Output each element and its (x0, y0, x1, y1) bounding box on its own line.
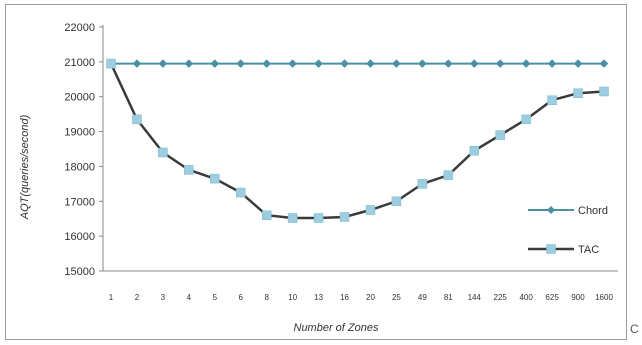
data-point (469, 59, 479, 68)
data-point (521, 114, 531, 125)
x-tick-label: 5 (213, 293, 218, 302)
x-axis: 1 2 3 4 5 6 8 10 13 16 20 25 49 81 144 225 400 625 900 1600 (103, 270, 618, 302)
data-point (210, 173, 220, 184)
data-point (391, 196, 402, 207)
data-point (547, 95, 557, 105)
x-tick-label: 225 (494, 293, 508, 302)
x-tick-label: 6 (239, 293, 244, 302)
series-line (109, 63, 605, 220)
data-point (313, 213, 324, 223)
x-tick-label: 1600 (595, 293, 613, 302)
data-point (443, 170, 454, 180)
legend: Chord TAC (528, 205, 608, 256)
data-point (106, 58, 116, 69)
data-point (599, 86, 609, 97)
x-axis-title: Number of Zones (294, 322, 379, 334)
x-tick-label: 625 (545, 293, 559, 302)
y-tick-label: 19000 (64, 127, 95, 139)
data-point (366, 59, 375, 68)
data-point (417, 179, 428, 189)
data-point (339, 212, 350, 222)
data-point (495, 130, 505, 140)
data-point (469, 145, 480, 156)
y-tick-label: 16000 (64, 231, 95, 243)
y-tick-label: 20000 (64, 92, 95, 104)
series-layer (106, 58, 609, 223)
data-point (599, 59, 609, 68)
data-point (132, 114, 142, 125)
y-tick-label: 22000 (64, 22, 95, 34)
y-tick-label: 18000 (64, 161, 95, 173)
legend-marker (547, 206, 555, 214)
data-point (235, 187, 246, 198)
x-tick-label: 25 (392, 293, 401, 302)
data-point (521, 59, 531, 68)
data-point (418, 59, 427, 68)
data-point (392, 59, 401, 68)
data-point (288, 59, 297, 68)
y-tick-label: 15000 (64, 266, 95, 278)
x-tick-label: 4 (187, 293, 192, 302)
data-point (158, 59, 168, 68)
data-point (261, 210, 272, 220)
x-tick-label: 2 (135, 293, 140, 302)
data-point (573, 59, 583, 68)
x-tick-label: 10 (288, 293, 297, 302)
x-tick-label: 13 (314, 293, 323, 302)
legend-marker (546, 244, 556, 254)
legend-label: TAC (578, 244, 599, 256)
x-tick-label: 1 (109, 293, 114, 302)
x-tick-label: 3 (161, 293, 166, 302)
data-point (340, 59, 349, 68)
data-point (314, 59, 323, 68)
data-point (495, 59, 505, 68)
line-chart: 15000 16000 17000 18000 19000 20000 21000 22000… (19, 22, 618, 334)
y-axis: 15000 16000 17000 18000 19000 20000 21000 22000 (64, 22, 104, 278)
x-tick-label: 49 (418, 293, 427, 302)
x-tick-label: 900 (571, 293, 585, 302)
data-point (262, 59, 272, 68)
chart-frame: 15000 16000 17000 18000 19000 20000 21000 22000… (5, 4, 627, 340)
data-point (573, 88, 583, 98)
data-point (184, 59, 194, 68)
series-tac (106, 58, 609, 223)
data-point (210, 59, 220, 68)
legend-label: Chord (578, 205, 608, 217)
data-point (184, 165, 194, 175)
x-tick-label: 8 (264, 293, 269, 302)
y-axis-title: AQT(queries/second) (19, 114, 31, 220)
data-point (547, 59, 557, 68)
data-point (132, 59, 142, 68)
y-tick-label: 17000 (64, 196, 95, 208)
x-tick-label: 81 (444, 293, 453, 302)
x-tick-label: 16 (340, 293, 349, 302)
series-chord (106, 59, 609, 68)
y-tick-label: 21000 (64, 57, 95, 69)
data-point (236, 59, 246, 68)
data-point (365, 205, 376, 215)
x-tick-label: 20 (366, 293, 375, 302)
x-tick-label: 144 (468, 293, 482, 302)
data-point (443, 59, 453, 68)
data-point (158, 147, 168, 158)
edge-glyph: C (630, 322, 639, 336)
x-tick-label: 400 (519, 293, 533, 302)
data-point (287, 213, 298, 223)
